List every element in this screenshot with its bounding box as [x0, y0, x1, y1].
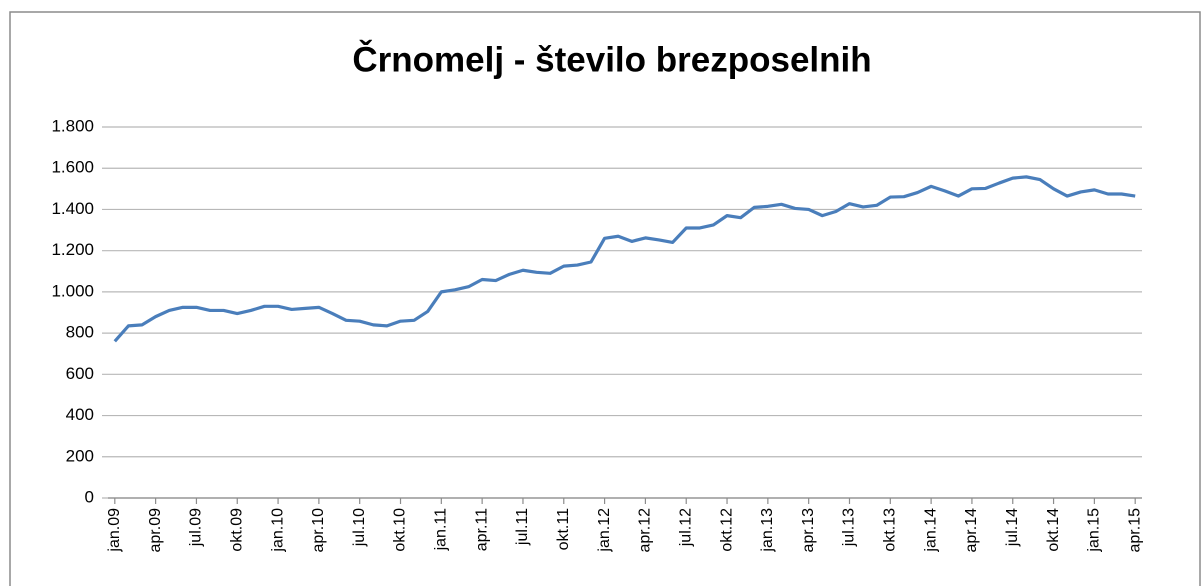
x-tick-label: jul.14	[1004, 508, 1021, 547]
y-tick-label: 1.400	[51, 199, 94, 218]
x-tick-label: jan.11	[433, 508, 450, 552]
x-tick-label: okt.09	[228, 508, 245, 552]
y-tick-label: 1.200	[51, 240, 94, 259]
x-tick-label: apr.10	[310, 508, 327, 553]
x-tick-label: jan.10	[269, 508, 286, 553]
x-tick-label: jan.13	[759, 508, 776, 553]
x-tick-label: apr.12	[637, 508, 654, 553]
x-tick-label: apr.11	[473, 508, 490, 551]
y-tick-label: 800	[66, 323, 94, 342]
x-tick-label: okt.11	[555, 508, 572, 551]
x-tick-label: jul.09	[188, 508, 205, 547]
chart-title: Črnomelj - število brezposelnih	[352, 39, 871, 79]
x-tick-label: okt.14	[1045, 508, 1062, 552]
x-tick-label: okt.10	[392, 508, 409, 552]
data-line	[113, 175, 1136, 343]
y-tick-label: 600	[66, 364, 94, 383]
x-tick-label: jul.13	[841, 508, 858, 547]
x-tick-label: jul.12	[677, 508, 694, 547]
x-tick-label: apr.13	[800, 508, 817, 553]
x-tick-label: apr.15	[1126, 508, 1143, 553]
y-tick-label: 1.600	[51, 158, 94, 177]
chart-frame	[9, 11, 1201, 586]
y-tick-label: 1.000	[51, 281, 94, 300]
y-tick-label: 0	[85, 487, 94, 506]
x-tick-label: jul.11	[514, 508, 531, 546]
x-tick-label: jan.15	[1086, 508, 1103, 553]
x-tick-label: jul.10	[351, 508, 368, 547]
y-tick-label: 400	[66, 405, 94, 424]
x-tick-label: jan.09	[106, 508, 123, 553]
x-tick-label: jan.12	[596, 508, 613, 553]
x-tick-label: okt.13	[882, 508, 899, 552]
x-tick-label: okt.12	[718, 508, 735, 552]
y-tick-label: 200	[66, 446, 94, 465]
y-tick-label: 1.800	[51, 116, 94, 135]
x-tick-label: apr.09	[147, 508, 164, 553]
x-tick-label: apr.14	[963, 508, 980, 553]
x-tick-label: jan.14	[922, 508, 939, 553]
